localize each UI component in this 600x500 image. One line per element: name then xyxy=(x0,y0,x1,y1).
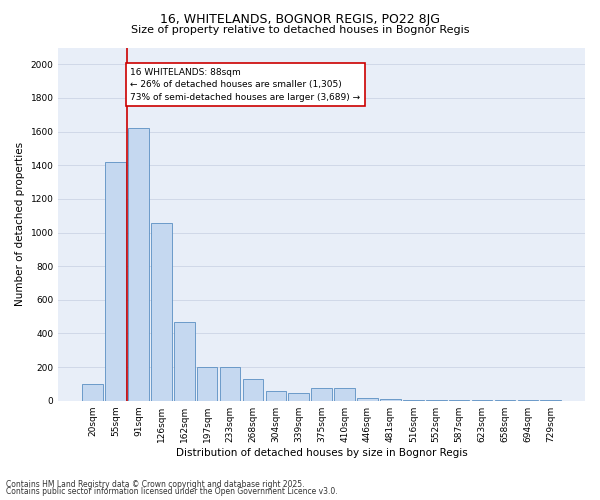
Text: 16, WHITELANDS, BOGNOR REGIS, PO22 8JG: 16, WHITELANDS, BOGNOR REGIS, PO22 8JG xyxy=(160,12,440,26)
Bar xyxy=(311,388,332,400)
Bar xyxy=(151,224,172,400)
Y-axis label: Number of detached properties: Number of detached properties xyxy=(15,142,25,306)
Bar xyxy=(105,162,126,400)
X-axis label: Distribution of detached houses by size in Bognor Regis: Distribution of detached houses by size … xyxy=(176,448,467,458)
Bar xyxy=(220,367,241,400)
Text: 16 WHITELANDS: 88sqm
← 26% of detached houses are smaller (1,305)
73% of semi-de: 16 WHITELANDS: 88sqm ← 26% of detached h… xyxy=(130,68,361,102)
Text: Size of property relative to detached houses in Bognor Regis: Size of property relative to detached ho… xyxy=(131,25,469,35)
Bar xyxy=(289,393,309,400)
Bar xyxy=(82,384,103,400)
Bar xyxy=(174,322,194,400)
Bar xyxy=(242,379,263,400)
Bar xyxy=(334,388,355,400)
Bar xyxy=(266,392,286,400)
Bar xyxy=(197,367,217,400)
Bar xyxy=(357,398,378,400)
Text: Contains HM Land Registry data © Crown copyright and database right 2025.: Contains HM Land Registry data © Crown c… xyxy=(6,480,305,489)
Text: Contains public sector information licensed under the Open Government Licence v3: Contains public sector information licen… xyxy=(6,487,338,496)
Bar xyxy=(128,128,149,400)
